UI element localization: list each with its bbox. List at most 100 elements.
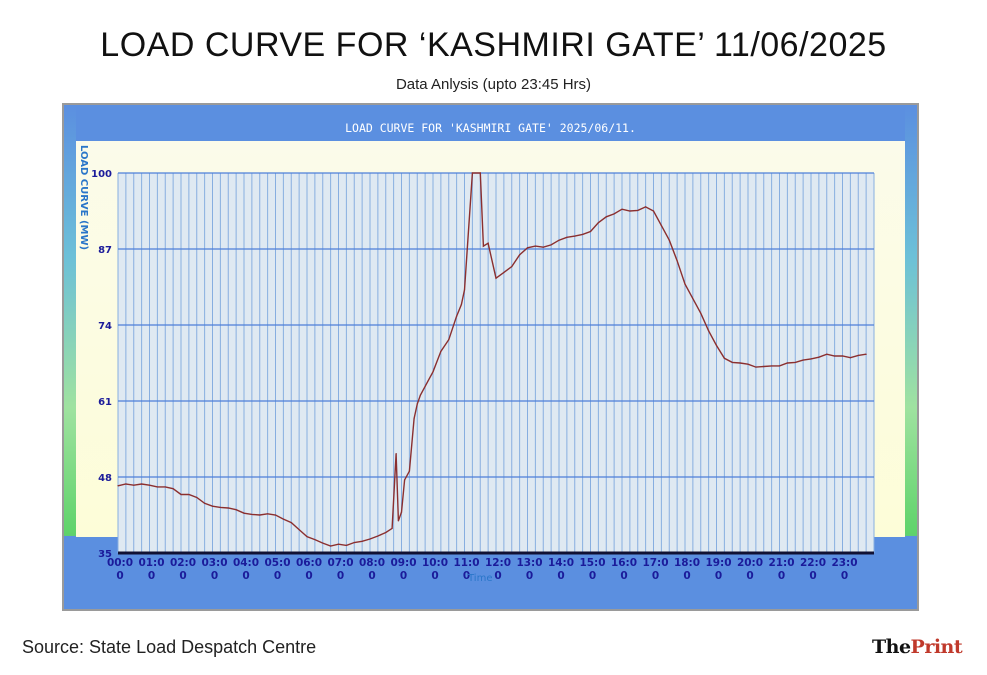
x-tick-label: 11:0 xyxy=(453,557,479,569)
panel-right-gradient xyxy=(905,105,917,609)
data-point xyxy=(621,208,623,210)
data-point xyxy=(369,538,371,540)
data-point xyxy=(274,514,277,516)
data-point xyxy=(463,289,466,291)
data-point xyxy=(802,359,804,361)
data-point xyxy=(487,242,489,244)
data-point xyxy=(306,536,308,538)
x-tick-label-suffix: 0 xyxy=(557,570,564,582)
data-point xyxy=(133,484,135,486)
data-point xyxy=(172,488,174,490)
data-point xyxy=(826,353,828,355)
panel-left-gradient xyxy=(64,105,76,609)
data-point xyxy=(786,362,788,364)
x-tick-label: 23:0 xyxy=(831,557,857,569)
x-tick-label-suffix: 0 xyxy=(305,570,312,582)
data-point xyxy=(519,254,521,256)
y-tick-label: 100 xyxy=(91,169,112,180)
data-point xyxy=(471,172,473,174)
data-point xyxy=(408,470,410,472)
data-point xyxy=(849,357,851,359)
x-tick-label: 00:0 xyxy=(107,557,133,569)
x-tick-label-suffix: 0 xyxy=(746,570,753,582)
data-point xyxy=(290,522,292,524)
data-point xyxy=(589,230,592,233)
x-tick-label-suffix: 0 xyxy=(400,570,407,582)
data-point xyxy=(747,363,749,365)
data-point xyxy=(337,543,340,545)
data-point xyxy=(684,283,686,285)
data-point xyxy=(204,502,206,504)
x-tick-label-suffix: 0 xyxy=(589,570,596,582)
data-point xyxy=(416,403,418,405)
data-point xyxy=(440,350,442,352)
data-point xyxy=(841,355,844,357)
data-point xyxy=(314,538,316,541)
x-tick-label: 01:0 xyxy=(138,557,164,569)
data-point xyxy=(668,239,670,241)
x-tick-label: 02:0 xyxy=(170,557,196,569)
x-tick-label-suffix: 0 xyxy=(715,570,722,582)
data-point xyxy=(432,371,434,373)
data-point xyxy=(739,362,741,364)
data-point xyxy=(148,484,151,486)
x-tick-label: 06:0 xyxy=(296,557,322,569)
x-tick-label: 05:0 xyxy=(264,557,290,569)
logo-print: Print xyxy=(910,636,963,658)
x-tick-label: 08:0 xyxy=(359,557,385,569)
x-tick-label-suffix: 0 xyxy=(652,570,659,582)
x-tick-label: 03:0 xyxy=(201,557,227,569)
data-point xyxy=(652,210,655,212)
y-tick-label: 74 xyxy=(98,321,112,332)
data-point xyxy=(141,483,143,485)
chart-title: LOAD CURVE FOR 'KASHMIRI GATE' 2025/06/1… xyxy=(345,121,636,135)
data-point xyxy=(708,330,710,332)
x-tick-label: 22:0 xyxy=(800,557,826,569)
data-point xyxy=(482,245,484,247)
data-point xyxy=(550,244,552,246)
x-tick-label-suffix: 0 xyxy=(148,570,155,582)
chart-panel: LOAD CURVE FOR 'KASHMIRI GATE' 2025/06/1… xyxy=(62,103,919,611)
data-point xyxy=(629,210,631,212)
data-point xyxy=(511,265,513,268)
y-tick-label: 35 xyxy=(98,549,112,560)
x-tick-label-suffix: 0 xyxy=(431,570,438,582)
x-tick-label-suffix: 0 xyxy=(778,570,785,582)
x-tick-label: 17:0 xyxy=(642,557,668,569)
x-tick-label: 20:0 xyxy=(737,557,763,569)
data-point xyxy=(400,511,403,513)
data-point xyxy=(345,544,347,546)
data-point xyxy=(395,453,397,455)
data-point xyxy=(188,493,190,496)
data-point xyxy=(676,260,678,262)
x-tick-label: 16:0 xyxy=(611,557,637,569)
data-point xyxy=(566,236,568,238)
data-point xyxy=(164,486,166,488)
source-note: Source: State Load Despatch Centre xyxy=(22,637,317,657)
data-point xyxy=(715,344,718,347)
x-tick-label: 04:0 xyxy=(233,557,259,569)
x-tick-label: 12:0 xyxy=(485,557,511,569)
data-point xyxy=(413,417,415,420)
data-point xyxy=(723,357,725,359)
data-point xyxy=(755,366,757,368)
data-point xyxy=(377,535,379,537)
x-tick-label-suffix: 0 xyxy=(211,570,218,582)
data-point xyxy=(353,541,355,544)
data-point xyxy=(404,479,406,481)
data-point xyxy=(330,545,332,547)
page-subtitle: Data Anlysis (upto 23:45 Hrs) xyxy=(395,76,592,93)
data-point xyxy=(763,365,765,368)
data-point xyxy=(298,529,300,531)
x-tick-label: 18:0 xyxy=(674,557,700,569)
data-point xyxy=(605,216,607,218)
x-tick-label: 15:0 xyxy=(579,557,605,569)
data-point xyxy=(460,303,462,306)
x-tick-label-suffix: 0 xyxy=(494,570,501,582)
x-tick-label-suffix: 0 xyxy=(683,570,690,582)
data-point xyxy=(479,172,481,174)
data-point xyxy=(692,298,694,300)
data-point xyxy=(597,222,599,224)
data-point xyxy=(156,486,158,488)
data-point xyxy=(243,512,245,514)
